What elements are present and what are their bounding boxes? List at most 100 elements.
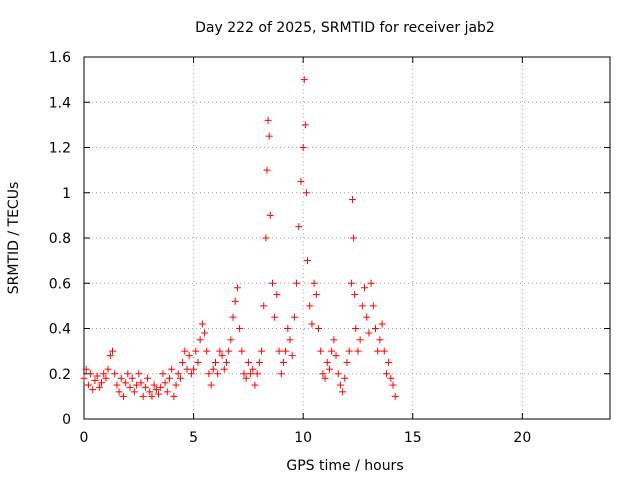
data-point <box>133 381 141 389</box>
data-point <box>334 370 342 378</box>
data-point <box>343 358 351 366</box>
data-point <box>207 381 215 389</box>
data-point <box>332 352 340 360</box>
data-point <box>139 392 147 400</box>
data-point <box>148 392 156 400</box>
data-point <box>286 336 294 344</box>
data-point <box>321 374 329 382</box>
data-point <box>265 132 273 140</box>
data-point <box>300 76 308 84</box>
data-point <box>299 144 307 151</box>
data-point <box>157 383 165 391</box>
data-point <box>196 336 204 344</box>
data-point <box>198 320 206 328</box>
y-tick-label: 1.6 <box>49 50 71 66</box>
data-point <box>387 374 395 382</box>
data-point <box>155 390 163 398</box>
data-point <box>218 352 226 360</box>
data-point <box>170 392 178 400</box>
data-point <box>262 234 270 242</box>
data-point <box>374 347 382 355</box>
data-point <box>352 325 360 332</box>
data-point <box>371 325 379 332</box>
data-point <box>135 370 143 378</box>
data-point <box>356 336 364 344</box>
data-point <box>361 284 369 292</box>
data-point <box>282 347 290 355</box>
data-point <box>205 370 213 378</box>
data-point <box>304 257 312 265</box>
data-point <box>264 116 272 124</box>
data-point <box>325 365 333 373</box>
data-point <box>354 347 362 355</box>
data-point <box>367 279 375 287</box>
data-point <box>308 320 316 328</box>
y-tick-label: 1.4 <box>49 95 71 111</box>
data-point <box>378 320 386 328</box>
data-point <box>209 365 217 373</box>
data-point <box>150 381 158 389</box>
data-point <box>277 370 285 378</box>
data-point <box>161 379 169 387</box>
data-point <box>122 379 130 387</box>
data-point <box>130 388 138 396</box>
data-point <box>295 223 303 231</box>
data-point <box>293 279 301 287</box>
data-point <box>163 388 171 396</box>
data-point <box>165 374 173 382</box>
data-point <box>263 166 271 174</box>
data-point <box>249 365 257 373</box>
data-point <box>284 325 292 332</box>
data-point <box>253 370 261 378</box>
data-point <box>240 370 248 378</box>
data-point <box>347 279 355 287</box>
y-tick-label: 1.2 <box>49 141 71 157</box>
data-point <box>108 347 116 355</box>
data-point <box>106 352 114 360</box>
data-point <box>212 358 219 366</box>
data-point <box>255 358 263 366</box>
x-tick-label: 0 <box>80 430 89 446</box>
data-point <box>192 347 200 355</box>
data-point <box>115 388 123 396</box>
data-point <box>146 388 154 396</box>
data-point <box>227 336 235 344</box>
data-point <box>290 313 298 321</box>
tick-layer: 0 5 10 15 20 0 0.2 0.4 0.6 0.8 1 1.2 1.4 1.6 <box>49 50 610 446</box>
data-point <box>328 347 336 355</box>
data-point <box>315 325 323 332</box>
data-point <box>233 284 241 292</box>
data-point <box>363 313 371 321</box>
data-point <box>126 383 134 391</box>
y-axis-label: SRMTID / TECUs <box>6 182 22 295</box>
data-point <box>238 347 246 355</box>
data-point <box>111 370 119 378</box>
data-point <box>251 381 259 389</box>
data-point <box>323 358 331 366</box>
data-point <box>268 279 276 287</box>
data-point <box>258 347 266 355</box>
data-point <box>382 370 390 378</box>
data-point <box>236 325 244 332</box>
data-point <box>194 358 202 366</box>
data-point <box>288 352 296 360</box>
data-point <box>93 372 101 380</box>
data-point <box>185 352 193 360</box>
data-point <box>98 379 106 387</box>
data-point <box>201 329 209 337</box>
data-point <box>104 365 112 373</box>
data-point <box>260 302 268 310</box>
data-point <box>244 358 252 366</box>
data-point <box>312 291 320 299</box>
data-point <box>102 374 110 382</box>
data-point <box>144 374 152 382</box>
data-point <box>350 234 358 242</box>
data-point <box>225 347 233 355</box>
data-point <box>348 196 356 204</box>
y-tick-label: 0.2 <box>49 367 71 383</box>
data-point <box>216 347 224 355</box>
data-point <box>137 379 145 387</box>
data-point <box>341 374 349 382</box>
data-point <box>229 313 237 321</box>
data-point <box>231 297 239 305</box>
